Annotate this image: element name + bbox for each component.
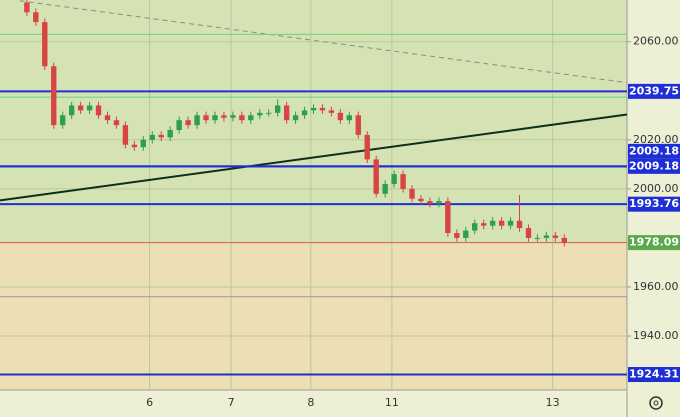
- x-tick-label: 11: [385, 396, 399, 409]
- candle-body: [212, 115, 218, 121]
- candle-body: [167, 130, 173, 138]
- settings-icon[interactable]: [649, 396, 663, 410]
- candle-body: [221, 115, 227, 118]
- level-label: 2009.18: [629, 144, 679, 157]
- candle-body: [445, 201, 451, 234]
- candle-body: [552, 235, 559, 238]
- time-axis-bg: [0, 390, 627, 417]
- candle-body: [203, 115, 209, 121]
- candle-body: [158, 134, 164, 138]
- candle-body: [77, 105, 84, 111]
- candle-body: [104, 115, 111, 121]
- candle-body: [292, 115, 299, 121]
- candle-body: [400, 174, 406, 189]
- trend-line: [19, 0, 628, 84]
- candle-body: [337, 112, 344, 121]
- level-label-box: [628, 83, 680, 99]
- candle-body: [239, 115, 245, 121]
- y-tick-label: 1940.00: [633, 329, 679, 342]
- candle-body: [382, 183, 388, 194]
- candle-body: [561, 237, 567, 243]
- level-label-box: [628, 158, 680, 174]
- candle-body: [463, 230, 469, 238]
- candle-body: [534, 237, 541, 239]
- x-tick-label: 8: [307, 396, 314, 409]
- candle-body: [33, 12, 39, 23]
- candle-body: [516, 220, 523, 229]
- candle-body: [42, 22, 48, 67]
- candle-body: [51, 66, 57, 126]
- candle-body: [257, 112, 263, 116]
- level-label-box: [628, 143, 680, 159]
- candle-body: [427, 201, 433, 204]
- candle-body: [373, 159, 379, 194]
- candle-body: [480, 223, 487, 226]
- candle-body: [24, 2, 30, 13]
- trend-line: [0, 113, 628, 202]
- candle-body: [472, 223, 478, 231]
- level-label: 2009.18: [629, 159, 679, 172]
- candle-body: [113, 120, 120, 126]
- candle-body: [498, 220, 505, 226]
- candle-body: [230, 115, 236, 118]
- level-label-box: [628, 367, 680, 383]
- level-label: 1924.31: [629, 368, 679, 381]
- x-tick-label: 6: [146, 396, 153, 409]
- candle-body: [194, 115, 200, 126]
- y-tick-label: 2020.00: [633, 133, 679, 146]
- candle-body: [95, 105, 102, 116]
- plot-bg-lower: [0, 242, 627, 390]
- candle-body: [364, 134, 370, 160]
- level-label: 2039.75: [629, 84, 679, 97]
- candle-body: [310, 107, 317, 111]
- candle-body: [346, 115, 353, 121]
- candle-body: [266, 112, 272, 114]
- plot-bg-upper: [0, 0, 627, 243]
- candle-body: [68, 105, 75, 116]
- candle-body: [409, 188, 415, 199]
- candle-body: [283, 105, 290, 121]
- level-label-box: [628, 235, 680, 251]
- candle-body: [131, 144, 138, 148]
- candle-body: [525, 228, 532, 238]
- candle-body: [436, 201, 442, 204]
- candle-body: [149, 134, 155, 140]
- y-tick-label: 1960.00: [633, 280, 679, 293]
- level-label: 1993.76: [629, 197, 679, 210]
- candle-body: [391, 174, 397, 184]
- y-tick-label: 2060.00: [633, 35, 679, 48]
- candle-body: [355, 115, 361, 135]
- candle-body: [319, 107, 326, 111]
- candle-body: [418, 198, 424, 202]
- candle-body: [185, 120, 191, 126]
- candle-body: [507, 220, 514, 226]
- candle-body: [274, 105, 281, 113]
- candle-body: [454, 233, 460, 238]
- candle-body: [140, 139, 147, 148]
- candle-body: [176, 120, 182, 130]
- candle-body: [86, 105, 93, 111]
- candle-body: [301, 110, 308, 116]
- y-tick-label: 2000.00: [633, 182, 679, 195]
- candle-body: [328, 110, 335, 113]
- candle-body: [122, 125, 129, 145]
- candle-body: [248, 115, 254, 121]
- candle-body: [543, 235, 550, 238]
- level-label: 1978.09: [629, 236, 679, 249]
- candle-body: [60, 115, 66, 126]
- level-label-box: [628, 196, 680, 212]
- x-tick-label: 7: [228, 396, 235, 409]
- x-tick-label: 13: [546, 396, 560, 409]
- candle-body: [489, 220, 496, 226]
